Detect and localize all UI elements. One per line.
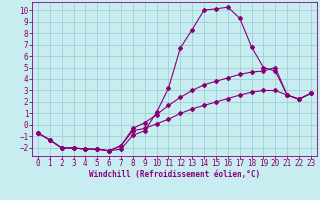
X-axis label: Windchill (Refroidissement éolien,°C): Windchill (Refroidissement éolien,°C) (89, 170, 260, 179)
